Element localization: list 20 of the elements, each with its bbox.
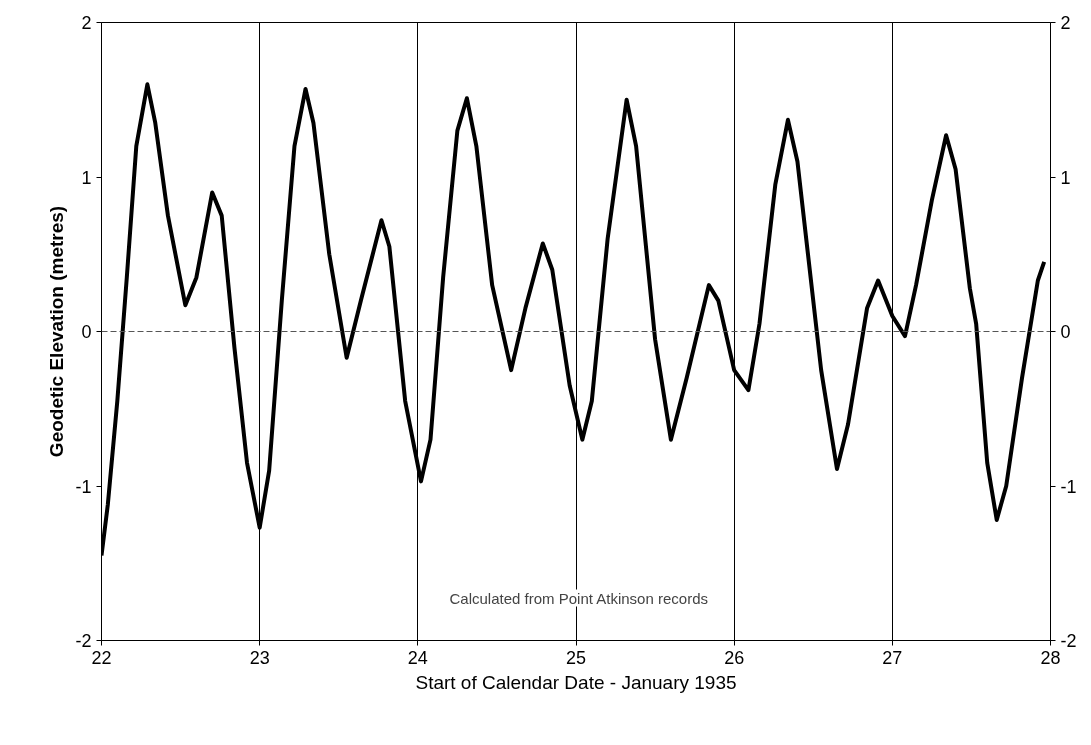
y2-tick-label: 0	[1060, 322, 1071, 342]
x-tick-label: 27	[882, 647, 903, 668]
y-tick-label: -1	[75, 476, 92, 497]
y-tick-label: -2	[75, 631, 92, 651]
x-tick-label: 24	[407, 647, 428, 668]
y-tick-label: 0	[81, 322, 92, 342]
y2-tick-label: 1	[1060, 167, 1071, 188]
x-tick-label: 25	[565, 647, 587, 668]
x-tick-label: 22	[91, 647, 112, 668]
y-tick-label: 2	[81, 13, 92, 33]
annotation: Calculated from Point Atkinson records	[449, 589, 708, 607]
y-tick-label: 1	[81, 167, 92, 188]
x-tick-label: 26	[724, 647, 745, 668]
y-axis-title: Geodetic Elevation (metres)	[46, 205, 68, 458]
y2-tick-label: -1	[1060, 476, 1077, 497]
y2-tick-label: 2	[1060, 13, 1071, 33]
x-axis-title: Start of Calendar Date - January 1935	[415, 671, 737, 693]
x-tick-label: 23	[249, 647, 270, 668]
x-tick-label: 28	[1040, 647, 1061, 668]
y2-tick-label: -2	[1060, 631, 1077, 651]
